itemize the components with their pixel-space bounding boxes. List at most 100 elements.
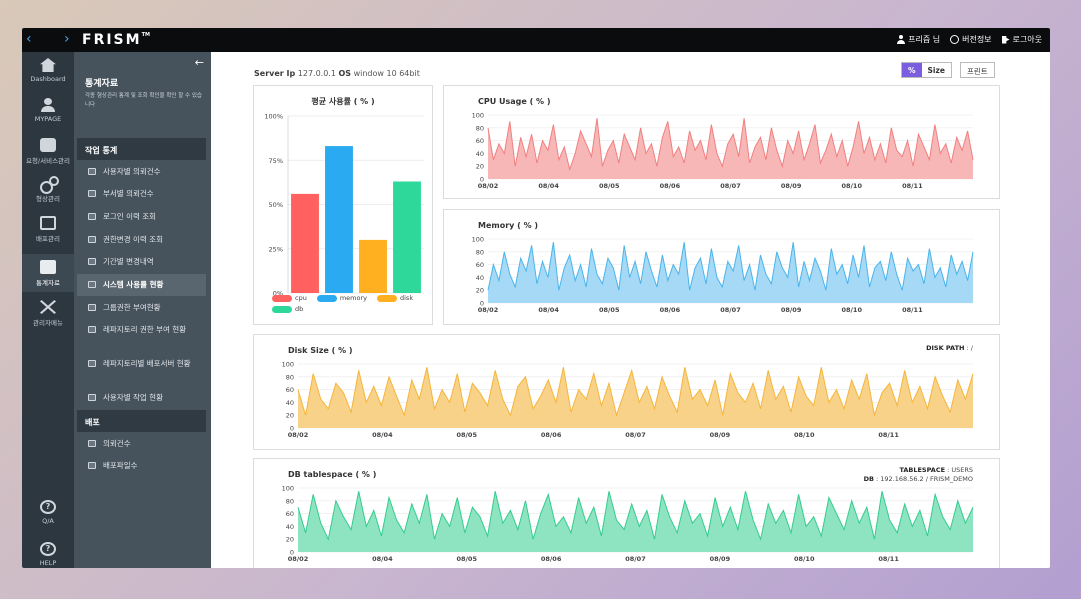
qa-icon: ?: [40, 500, 56, 514]
y-tick-label: 50%: [269, 201, 283, 209]
logout-label: 로그아웃: [1012, 35, 1042, 44]
print-button[interactable]: 프린트: [959, 62, 995, 78]
db-value: 192.168.56.2 / FRISM_DEMO: [880, 475, 973, 483]
item-icon: [88, 258, 96, 265]
menu-item[interactable]: 권한변경 이력 조회: [88, 234, 206, 246]
legend-item[interactable]: db: [272, 305, 303, 313]
menu-item[interactable]: 레파지토리별 배포서버 현황: [88, 358, 206, 370]
stats-menu: ← 통계자료 각종 형상관리 통계 및 조회 확인을 확인 할 수 있습니다 작…: [74, 52, 211, 568]
y-tick-label: 100: [282, 485, 294, 493]
percent-button[interactable]: %: [902, 63, 922, 77]
iconbar-dashboard[interactable]: Dashboard: [22, 58, 74, 88]
item-icon: [88, 304, 96, 311]
menu-item-label: 그룹권한 부여현황: [103, 303, 161, 312]
menu-item-label: 부서별 의뢰건수: [103, 189, 154, 198]
y-tick-label: 25%: [269, 245, 283, 253]
back-arrow-icon[interactable]: ←: [194, 56, 204, 69]
cpu-title: CPU Usage ( % ): [478, 97, 551, 106]
logout-link[interactable]: 로그아웃: [1001, 34, 1042, 45]
app-window: ‹ › FRISMTM 프리즘 님 버전정보 로그아웃 Dashboard MY…: [22, 28, 1050, 568]
x-tick-label: 08/02: [478, 182, 498, 190]
iconbar-deploy[interactable]: 배포관리: [22, 216, 74, 248]
version-link[interactable]: 버전정보: [950, 34, 992, 45]
stats-icon: [40, 260, 56, 274]
iconbar-service[interactable]: 요청/서비스관리: [22, 138, 74, 168]
x-tick-label: 08/05: [457, 431, 478, 439]
x-tick-label: 08/04: [538, 182, 559, 190]
disk-path-note: DISK PATH : /: [926, 344, 973, 352]
size-button[interactable]: Size: [927, 66, 945, 75]
y-tick-label: 20: [286, 536, 294, 544]
gear-icon: [40, 176, 59, 194]
x-tick-label: 08/10: [794, 431, 815, 439]
db-label: DB: [863, 475, 874, 483]
disk-path-label: DISK PATH: [926, 344, 965, 352]
memory-chart: 0 20 40 60 80 100 08/02 08/04 08/05 08/06 08/07 08/…: [472, 236, 974, 314]
y-tick-label: 80: [476, 248, 484, 256]
x-tick-label: 08/04: [372, 555, 393, 563]
user-link[interactable]: 프리즘 님: [897, 34, 940, 45]
menu-item[interactable]: 로그인 이력 조회: [88, 211, 206, 223]
y-tick-label: 20: [286, 412, 294, 420]
legend-label: disk: [400, 294, 414, 302]
iconbar-label: 요청/서비스관리: [25, 157, 71, 165]
iconbar-stats[interactable]: 통계자료: [22, 254, 74, 292]
logo-text: FRISM: [82, 32, 142, 48]
icon-sidebar: Dashboard MYPAGE 요청/서비스관리 형상관리 배포관리 통계자료…: [22, 52, 74, 568]
menu-item[interactable]: 사용자별 작업 현황: [88, 392, 206, 404]
item-icon: [88, 462, 96, 469]
y-tick-label: 80: [476, 124, 484, 132]
avg-usage-panel: 평균 사용률 ( % ) 0% 25% 50% 75% 100% cpu memory di…: [253, 85, 433, 325]
x-tick-label: 08/09: [781, 182, 802, 190]
unit-toggle: % Size: [901, 62, 952, 78]
item-icon: [88, 281, 96, 288]
menu-item-label: 사용자별 작업 현황: [103, 393, 163, 402]
iconbar-help[interactable]: ? HELP: [22, 542, 74, 568]
series-line: [297, 367, 974, 418]
x-tick-label: 08/05: [599, 182, 620, 190]
y-tick-label: 80: [286, 497, 294, 505]
x-tick-label: 08/07: [720, 306, 740, 314]
x-tick-label: 08/10: [794, 555, 815, 563]
iconbar-config[interactable]: 형상관리: [22, 176, 74, 206]
server-ip-label: Server Ip: [254, 69, 296, 78]
frism-logo[interactable]: FRISMTM: [82, 32, 150, 48]
y-tick-label: 0: [290, 549, 294, 557]
iconbar-qa[interactable]: ? Q/A: [22, 500, 74, 530]
legend-swatch: [272, 294, 292, 302]
y-tick-label: 80: [286, 373, 294, 381]
y-tick-label: 0%: [273, 290, 283, 298]
y-tick-label: 60: [286, 510, 294, 518]
bar-disk: [359, 239, 387, 293]
iconbar-admin[interactable]: 관리자메뉴: [22, 300, 74, 330]
menu-item[interactable]: 배포파일수: [88, 460, 206, 472]
x-tick-label: 08/07: [625, 431, 645, 439]
menu-item[interactable]: 부서별 의뢰건수: [88, 188, 206, 200]
menu-item-label: 로그인 이력 조회: [103, 212, 157, 221]
area-fill: [298, 491, 973, 552]
user-label: 프리즘 님: [908, 35, 941, 44]
menu-item[interactable]: 레파지토리 권한 부여 현황: [88, 324, 206, 336]
menu-item[interactable]: 의뢰건수: [88, 438, 206, 450]
bar-db: [393, 181, 421, 293]
menu-item-label: 레파지토리별 배포서버 현황: [103, 359, 191, 368]
tools-icon: [40, 300, 56, 314]
db-note: TABLESPACE : USERS DB : 192.168.56.2 / F…: [863, 466, 973, 483]
menu-item[interactable]: 사용자별 의뢰건수: [88, 166, 206, 178]
iconbar-mypage[interactable]: MYPAGE: [22, 98, 74, 128]
disk-title: Disk Size ( % ): [288, 346, 353, 355]
toolbar-buttons: % Size 프린트: [901, 62, 995, 78]
nav-arrows[interactable]: ‹ ›: [26, 31, 84, 47]
legend-item[interactable]: disk: [377, 294, 413, 302]
menu-item[interactable]: 그룹권한 부여현황: [88, 302, 206, 314]
avg-usage-chart: 0% 25% 50% 75% 100%: [264, 113, 424, 298]
menu-item[interactable]: 기간별 변경내역: [88, 256, 206, 268]
legend-item[interactable]: memory: [316, 294, 367, 302]
section-deploy: 배포: [77, 410, 206, 432]
legend-item[interactable]: cpu: [272, 294, 307, 302]
menu-item-label: 권한변경 이력 조회: [103, 235, 163, 244]
area-fill: [488, 118, 973, 179]
menu-item-active[interactable]: 시스템 사용률 현황: [77, 274, 206, 296]
x-tick-label: 08/09: [710, 431, 731, 439]
db-chart: 0 20 40 60 80 100 08/02 08/04 08/05 08/06 08/07 08/…: [282, 485, 974, 563]
